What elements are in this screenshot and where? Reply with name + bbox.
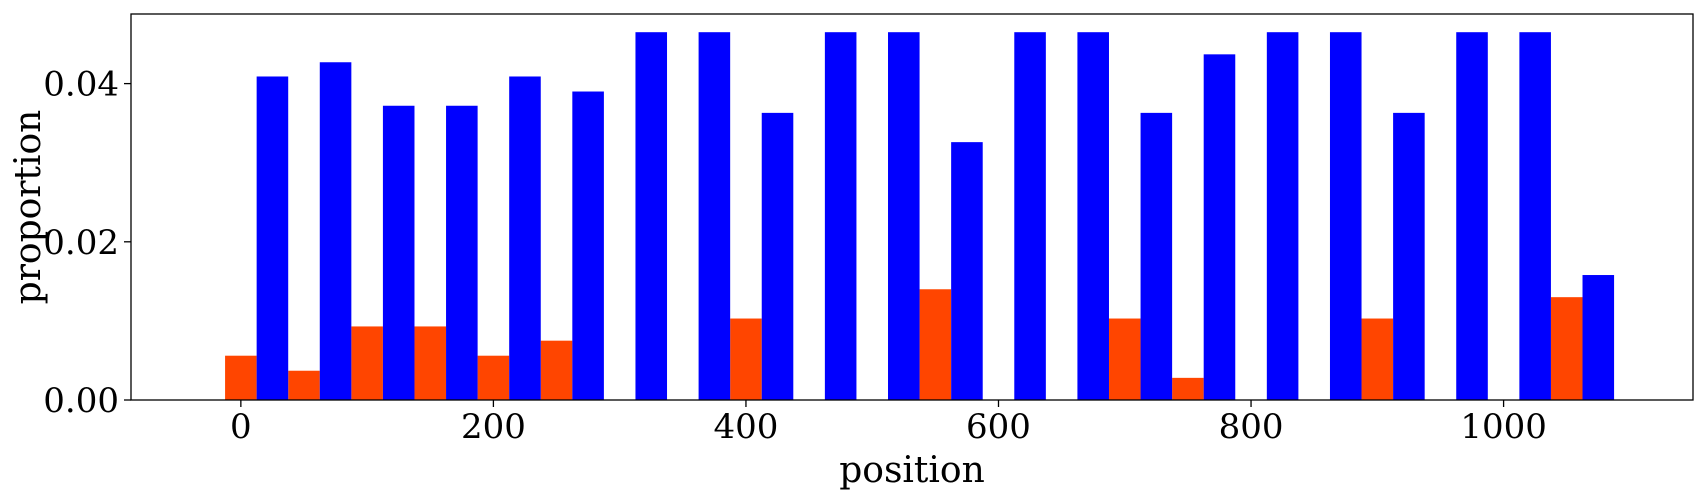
bar-series-2 — [824, 32, 857, 400]
bar-series-2 — [1519, 32, 1551, 400]
y-axis-ticks: 0.00 0.02 0.04 — [43, 65, 131, 421]
bar-series-2 — [572, 91, 604, 401]
bar-series-2 — [446, 105, 478, 401]
bar-series-1 — [730, 318, 762, 400]
x-tick-label: 200 — [461, 407, 526, 447]
y-tick-label: 0.02 — [43, 223, 119, 263]
bar-series-2 — [1329, 32, 1362, 400]
bar-series-2 — [382, 105, 415, 401]
bar-series-1 — [414, 326, 447, 400]
bar-series-1 — [1108, 318, 1141, 400]
y-axis-label: proportion — [8, 110, 49, 305]
bar-series-2 — [1456, 32, 1488, 400]
bars-layer — [225, 32, 1615, 401]
x-tick-label: 400 — [713, 407, 778, 447]
bar-series-1 — [540, 340, 573, 400]
bar-series-1 — [1361, 318, 1394, 400]
bar-series-2 — [319, 62, 352, 400]
y-tick-label: 0.00 — [43, 381, 119, 421]
bar-series-1 — [1172, 377, 1204, 400]
x-axis-label: position — [839, 450, 985, 491]
bar-series-1 — [919, 289, 952, 400]
bar-series-2 — [1582, 275, 1615, 400]
bar-series-2 — [509, 76, 541, 400]
bar-series-2 — [761, 112, 794, 400]
bar-series-2 — [1203, 54, 1236, 401]
plot-area-frame — [130, 13, 1694, 401]
bar-series-2 — [951, 142, 983, 400]
bar-series-1 — [351, 326, 383, 400]
bar-series-2 — [1140, 112, 1173, 400]
bar-series-2 — [256, 76, 289, 400]
bar-series-1 — [288, 370, 320, 400]
bar-series-2 — [1393, 112, 1425, 400]
y-tick-label: 0.04 — [43, 65, 119, 105]
bar-series-1 — [1550, 297, 1583, 400]
bar-series-1 — [477, 355, 510, 400]
x-tick-label: 1000 — [1460, 407, 1547, 447]
bar-series-2 — [1077, 32, 1109, 400]
bar-series-2 — [635, 32, 668, 400]
bar-series-2 — [1266, 32, 1299, 400]
bar-series-2 — [888, 32, 920, 400]
bar-series-2 — [698, 32, 731, 400]
bar-series-2 — [1014, 32, 1046, 400]
x-tick-label: 800 — [1219, 407, 1284, 447]
x-tick-label: 0 — [230, 407, 252, 447]
bar-series-1 — [225, 355, 257, 400]
x-axis-ticks: 0 200 400 600 800 1000 — [230, 400, 1547, 447]
x-tick-label: 600 — [966, 407, 1031, 447]
